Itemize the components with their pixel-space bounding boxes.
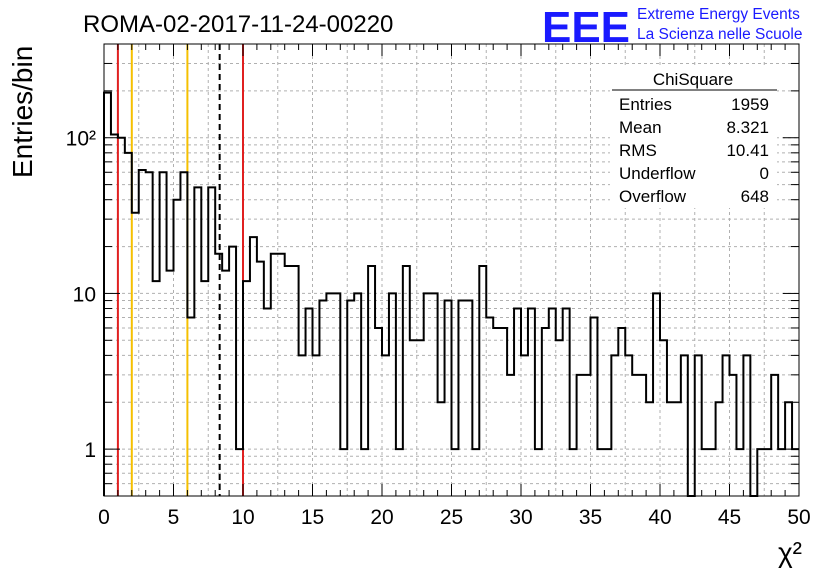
logo-line2: La Scienza nelle Scuole	[637, 26, 802, 43]
stats-label: Entries	[619, 95, 672, 114]
y-axis: 1 10 10²	[66, 43, 799, 497]
stats-label: Mean	[619, 118, 662, 137]
x-tick-label: 15	[301, 506, 324, 529]
x-tick-label: 10	[231, 506, 254, 529]
stats-value: 0	[760, 164, 769, 183]
x-tick-label: 20	[370, 506, 393, 529]
stats-value: 648	[741, 187, 769, 206]
stats-rows: Entries 1959 Mean 8.321 RMS 10.41 Underflow 0 Ov…	[619, 95, 769, 206]
x-tick-label: 30	[509, 506, 532, 529]
x-tick-label: 40	[648, 506, 671, 529]
logo-mark: EEE	[542, 3, 630, 52]
y-tick-label: 10	[73, 283, 96, 306]
stats-box: ChiSquare Entries 1959 Mean 8.321 RMS 10.41 Un…	[610, 66, 777, 208]
x-tick-label: 25	[440, 506, 463, 529]
x-tick-label: 5	[168, 506, 180, 529]
x-tick-label: 0	[98, 506, 110, 529]
logo: EEE Extreme Energy Events La Scienza nel…	[542, 3, 802, 52]
stats-label: RMS	[619, 141, 657, 160]
stats-label: Underflow	[619, 164, 696, 183]
x-axis: 0 5 10 15 20 25 30 35 40 45 50	[98, 44, 811, 529]
chart-title: ROMA-02-2017-11-24-00220	[83, 11, 393, 38]
y-axis-label: Entries/bin	[7, 46, 38, 178]
y-tick-label: 1	[84, 439, 96, 462]
stats-value: 10.41	[726, 141, 769, 160]
x-tick-label: 50	[787, 506, 810, 529]
x-axis-label: χ²	[778, 537, 802, 568]
stats-box-title: ChiSquare	[653, 70, 733, 89]
stats-value: 8.321	[726, 118, 769, 137]
histogram-bars	[103, 91, 799, 497]
y-tick-label: 10²	[66, 128, 96, 151]
stats-value: 1959	[731, 95, 769, 114]
logo-line1: Extreme Energy Events	[637, 6, 800, 23]
stats-label: Overflow	[619, 187, 687, 206]
x-tick-label: 45	[718, 506, 741, 529]
x-tick-label: 35	[579, 506, 602, 529]
